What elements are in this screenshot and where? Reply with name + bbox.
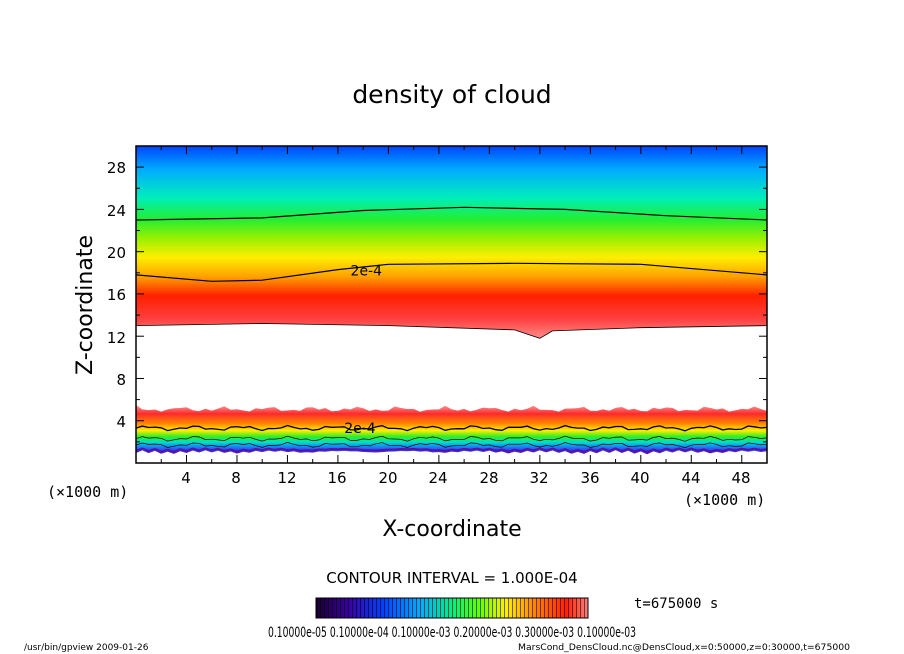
contour-line xyxy=(135,442,768,449)
colorbar-labels: 0.10000e-05 0.10000e-04 0.10000e-03 0.20… xyxy=(268,625,636,641)
y-tick-label: 16 xyxy=(107,286,126,304)
x-tick-label: 4 xyxy=(181,469,191,487)
colorbar-frame xyxy=(315,597,589,619)
y-tick-label: 12 xyxy=(107,329,126,347)
lower-cloud-noise-edge xyxy=(135,447,768,454)
contour-line xyxy=(135,323,768,339)
contour-label: 2e-4 xyxy=(351,264,383,280)
x-tick-labels: 4 8 12 16 20 24 28 32 36 40 44 48 xyxy=(181,469,750,487)
y-tick-label: 20 xyxy=(107,244,126,262)
contour-line xyxy=(135,435,768,442)
x-tick-label: 16 xyxy=(327,469,346,487)
x-tick-label: 24 xyxy=(428,469,447,487)
y-tick-label: 8 xyxy=(116,371,126,389)
x-tick-label: 32 xyxy=(529,469,548,487)
y-tick-label: 4 xyxy=(116,413,126,431)
footer-right: MarsCond_DensCloud.nc@DensCloud,x=0:5000… xyxy=(518,643,850,653)
colorbar: 0.10000e-05 0.10000e-04 0.10000e-03 0.20… xyxy=(268,597,636,641)
axis-ticks xyxy=(136,146,767,463)
footer-left: /usr/bin/gpview 2009-01-26 xyxy=(24,643,149,653)
x-tick-label: 48 xyxy=(731,469,750,487)
x-tick-label: 40 xyxy=(630,469,649,487)
plot-area: 2e-4 2e-4 xyxy=(135,145,768,464)
upper-cloud-fill xyxy=(136,146,767,339)
x-tick-label: 36 xyxy=(580,469,599,487)
contour-interval-text: CONTOUR INTERVAL = 1.000E-04 xyxy=(326,569,577,587)
contour-label: 2e-4 xyxy=(344,421,376,437)
x-axis-title: X-coordinate xyxy=(382,517,521,542)
plot-frame xyxy=(135,145,768,464)
x-tick-label: 28 xyxy=(479,469,498,487)
contour-labels: 2e-4 2e-4 xyxy=(344,264,383,437)
x-tick-label: 20 xyxy=(378,469,397,487)
x-tick-label: 44 xyxy=(681,469,700,487)
y-tick-labels: 4 8 12 16 20 24 28 xyxy=(107,159,126,431)
contour-line xyxy=(135,206,768,221)
x-tick-label: 8 xyxy=(231,469,241,487)
time-label: t=675000 s xyxy=(634,596,718,612)
x-unit-label: (×1000 m) xyxy=(684,491,765,509)
y-tick-label: 28 xyxy=(107,159,126,177)
x-tick-label: 12 xyxy=(277,469,296,487)
contour-line xyxy=(135,262,768,282)
chart-title: density of cloud xyxy=(352,80,551,109)
colorbar-stripes xyxy=(316,598,588,618)
contour-line xyxy=(135,424,768,432)
y-tick-label: 24 xyxy=(107,202,126,220)
contour-lines xyxy=(135,206,768,449)
y-unit-label: (×1000 m) xyxy=(47,483,128,501)
y-axis-title: Z-coordinate xyxy=(73,235,98,375)
